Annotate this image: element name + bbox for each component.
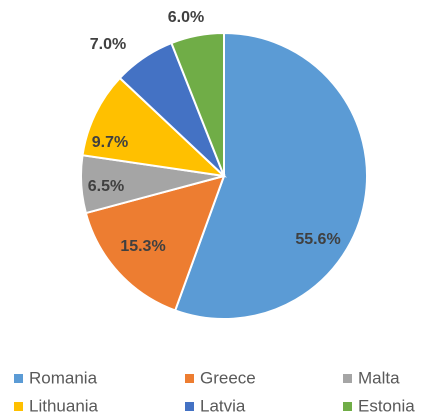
data-label: 7.0% — [90, 36, 126, 53]
legend-label: Romania — [29, 368, 98, 387]
data-label: 9.7% — [92, 134, 128, 151]
legend-label: Estonia — [358, 396, 415, 415]
legend-swatch — [14, 374, 23, 383]
data-label: 6.0% — [168, 9, 204, 26]
legend-swatch — [14, 402, 23, 411]
legend-label: Lithuania — [29, 396, 99, 415]
legend-swatch — [185, 402, 194, 411]
pie-slice — [84, 174, 226, 312]
pie-slice — [170, 31, 225, 177]
pie-slice — [81, 76, 228, 178]
legend-swatch — [185, 374, 194, 383]
pie-slice — [173, 31, 368, 320]
legend-label: Malta — [358, 368, 400, 387]
legend-swatch — [343, 402, 352, 411]
legend-label: Latvia — [200, 396, 246, 415]
data-label: 55.6% — [295, 231, 340, 248]
legend-label: Greece — [200, 368, 256, 387]
legend-swatch — [343, 374, 352, 383]
data-label: 15.3% — [120, 238, 165, 255]
data-label: 6.5% — [88, 178, 124, 195]
